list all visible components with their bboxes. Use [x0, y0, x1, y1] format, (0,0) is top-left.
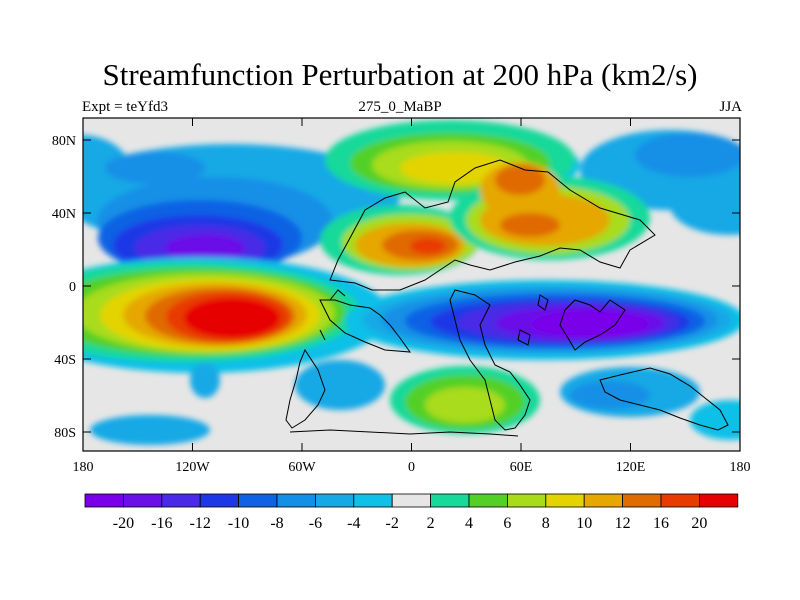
colorbar-label: -2: [386, 515, 399, 532]
colorbar-swatch: [161, 493, 201, 508]
lat-tick-marks: [83, 139, 740, 433]
colorbar-label: -8: [270, 515, 283, 532]
colorbar-swatch: [622, 493, 662, 508]
lat-label-80s: 80S: [54, 426, 76, 441]
colorbar-label: -4: [347, 515, 360, 532]
colorbar-swatch: [468, 493, 508, 508]
colorbar-swatch: [699, 493, 739, 508]
period-label: 275_0_MaBP: [358, 99, 442, 115]
colorbar-label: -12: [190, 515, 211, 532]
map-title: Streamfunction Perturbation at 200 hPa (…: [102, 57, 698, 92]
lat-label-80n: 80N: [52, 134, 76, 149]
colorbar-label: 12: [615, 515, 631, 532]
colorbar-swatch: [660, 493, 700, 508]
lat-label-0: 0: [69, 280, 76, 295]
colorbar-swatch: [391, 493, 432, 508]
colorbar-label: 4: [465, 515, 473, 532]
lon-label-60w: 60W: [288, 460, 316, 475]
colorbar-swatch: [506, 493, 547, 508]
colorbar-label: -20: [113, 515, 134, 532]
colorbar-label: -16: [151, 515, 172, 532]
lat-label-40n: 40N: [52, 207, 76, 222]
season-label: JJA: [719, 99, 742, 115]
lon-label-0: 0: [408, 460, 415, 475]
colorbar-label: 6: [503, 515, 511, 532]
lon-label-120w: 120W: [175, 460, 210, 475]
colorbar-swatch: [238, 493, 278, 508]
colorbar-label: 8: [542, 515, 550, 532]
colorbar-swatch: [583, 493, 624, 508]
lon-label-120e: 120E: [616, 460, 646, 475]
colorbar-label: 2: [427, 515, 435, 532]
coastline: [285, 159, 729, 437]
colorbar-swatch: [276, 493, 316, 508]
lat-tick-labels: 80N 40N 0 40S 80S: [52, 134, 76, 441]
colorbar-swatch: [199, 493, 239, 508]
colorbar-label: -6: [309, 515, 322, 532]
colorbar-label: 16: [653, 515, 669, 532]
experiment-label: Expt = teYfd3: [82, 99, 168, 115]
colorbar-swatch: [123, 493, 163, 508]
lon-tick-labels: 180 120W 60W 0 60E 120E 180: [73, 460, 751, 475]
lon-tick-marks: [82, 118, 741, 451]
colorbar-swatch: [430, 493, 470, 508]
colorbar-swatch: [353, 493, 393, 508]
lat-label-40s: 40S: [54, 353, 76, 368]
lon-label-180e: 180: [730, 460, 751, 475]
colorbar-label: -10: [228, 515, 249, 532]
lon-label-60e: 60E: [510, 460, 533, 475]
colorbar: -20 -16 -12 -10 -8 -6 -4 -2 2 4 6 8 10 12 16 20: [84, 493, 739, 532]
colorbar-swatch: [84, 493, 124, 508]
colorbar-label: 20: [691, 515, 707, 532]
colorbar-label: 10: [576, 515, 592, 532]
colorbar-swatch: [314, 493, 355, 508]
lon-label-180w: 180: [73, 460, 94, 475]
contour-field: [83, 118, 740, 451]
colorbar-swatch: [545, 493, 585, 508]
